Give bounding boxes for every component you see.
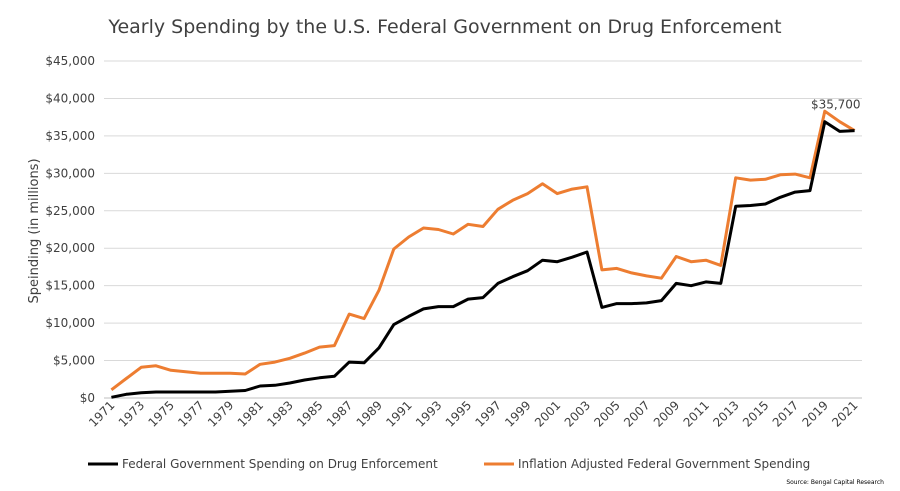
y-tick-label: $45,000 [45,54,95,68]
series-line [111,120,855,399]
x-tick-label: 1983 [264,398,295,429]
x-tick-label: 1995 [443,398,474,429]
legend-label-federal-spending: Federal Government Spending on Drug Enfo… [122,457,438,471]
x-tick-label: 1993 [413,398,444,429]
y-tick-label: $35,000 [45,129,95,143]
x-tick-label: 2003 [562,398,593,429]
x-axis-ticks: 1971197319751977197919811983198519871989… [86,398,861,429]
data-label: $35,700 [811,98,861,112]
x-tick-label: 2011 [681,398,712,429]
x-tick-label: 1985 [294,398,325,429]
x-tick-label: 2007 [621,398,652,429]
x-tick-label: 1973 [116,398,147,429]
x-tick-label: 2021 [829,398,860,429]
x-tick-label: 2017 [770,398,801,429]
x-tick-label: 1997 [472,398,503,429]
x-tick-label: 1979 [205,398,236,429]
x-tick-label: 1991 [383,398,414,429]
x-tick-label: 1977 [175,398,206,429]
x-tick-label: 1981 [235,398,266,429]
y-tick-label: $25,000 [45,204,95,218]
y-tick-label: $0 [80,391,95,405]
x-tick-label: 2019 [799,398,830,429]
y-tick-label: $30,000 [45,166,95,180]
chart-title: Yearly Spending by the U.S. Federal Gove… [107,16,781,38]
legend: Federal Government Spending on Drug Enfo… [88,457,810,471]
y-tick-label: $40,000 [45,91,95,105]
x-tick-label: 1987 [324,398,355,429]
x-tick-label: 2009 [651,398,682,429]
x-tick-label: 1989 [354,398,385,429]
y-tick-label: $20,000 [45,241,95,255]
y-tick-label: $15,000 [45,279,95,293]
y-axis-label: Speinding (in millions) [27,158,42,303]
y-tick-label: $5,000 [53,354,95,368]
legend-label-inflation-adjusted: Inflation Adjusted Federal Government Sp… [518,457,810,471]
series-lines [110,109,856,399]
annotations: $35,700 [811,98,861,112]
x-tick-label: 1999 [502,398,533,429]
y-tick-label: $10,000 [45,316,95,330]
x-tick-label: 2001 [532,398,563,429]
x-tick-label: 2005 [591,398,622,429]
series-line [110,109,856,391]
x-tick-label: 1975 [146,398,177,429]
gridlines [104,60,862,362]
y-axis-ticks: $0 $5,000 $10,000 $15,000 $20,000 $25,000 $30,… [45,54,95,405]
x-tick-label: 2015 [740,398,771,429]
x-tick-label: 2013 [710,398,741,429]
source-note: Source: Bengal Capital Research [786,479,884,486]
